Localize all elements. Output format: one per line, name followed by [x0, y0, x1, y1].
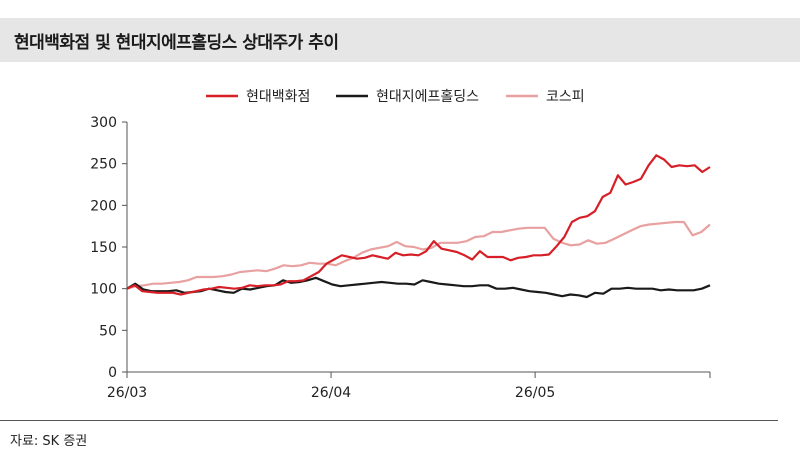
y-tick-label: 250 [90, 157, 117, 173]
x-tick-label: 26/05 [515, 385, 555, 401]
y-tick-label: 50 [99, 323, 117, 339]
legend-label: 현대백화점 [246, 89, 310, 105]
x-tick-label: 26/03 [107, 385, 147, 401]
legend-label: 현대지에프홀딩스 [376, 89, 479, 105]
source-divider [0, 420, 778, 421]
y-tick-label: 300 [90, 115, 117, 131]
legend-label: 코스피 [546, 89, 585, 105]
x-tick-label: 26/04 [311, 385, 351, 401]
series-line-1 [126, 276, 711, 299]
y-tick-label: 150 [90, 240, 117, 256]
source-note: 자료: SK 증권 [10, 434, 88, 449]
title-bar: 현대백화점 및 현대지에프홀딩스 상대주가 추이 [0, 18, 800, 62]
y-tick-label: 100 [90, 282, 117, 298]
y-tick-label: 0 [108, 365, 117, 381]
line-chart: 0 50 100 150 200 250 300 26/03 26/04 26/05 현대백화점 현대… [90, 89, 711, 401]
series-line-2 [126, 220, 711, 290]
series-line-0 [126, 154, 711, 296]
y-tick-label: 200 [90, 198, 117, 214]
chart-title: 현대백화점 및 현대지에프홀딩스 상대주가 추이 [14, 33, 339, 53]
